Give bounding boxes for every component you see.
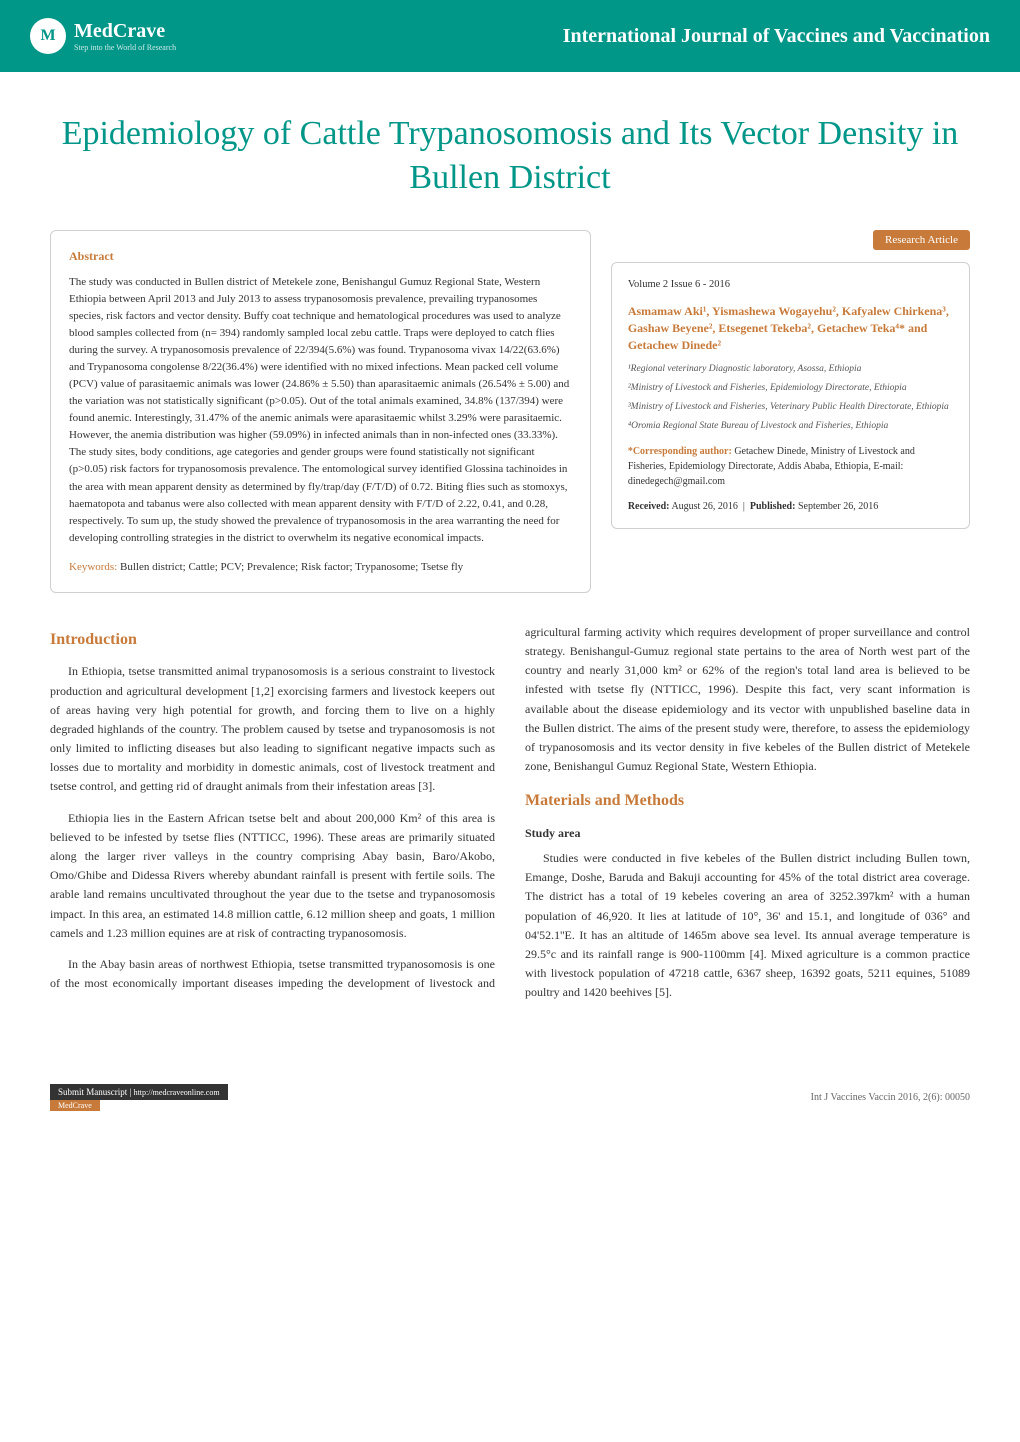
mm-subheading: Study area — [525, 824, 970, 843]
citation: Int J Vaccines Vaccin 2016, 2(6): 00050 — [811, 1092, 970, 1103]
article-title: Epidemiology of Cattle Trypanosomosis an… — [60, 112, 960, 200]
body-columns: Introduction In Ethiopia, tsetse transmi… — [50, 623, 970, 1004]
intro-p2: Ethiopia lies in the Eastern African tse… — [50, 809, 495, 943]
published-date: September 26, 2016 — [798, 501, 878, 512]
abstract-box: Abstract The study was conducted in Bull… — [50, 230, 591, 592]
affil-1: ¹Regional veterinary Diagnostic laborato… — [628, 362, 953, 376]
medcrave-logo-icon: M — [30, 18, 66, 54]
affil-4: ⁴Oromia Regional State Bureau of Livesto… — [628, 419, 953, 433]
mm-p1: Studies were conducted in five kebeles o… — [525, 849, 970, 1003]
logo-area: M MedCrave Step into the World of Resear… — [30, 18, 176, 54]
keywords-text: Bullen district; Cattle; PCV; Prevalence… — [120, 561, 463, 573]
received-date: August 26, 2016 — [671, 501, 737, 512]
medcrave-footer: MedCrave — [50, 1100, 100, 1111]
meta-box: Research Article Volume 2 Issue 6 - 2016… — [611, 230, 970, 592]
article-type-badge: Research Article — [873, 230, 970, 250]
mm-heading: Materials and Methods — [525, 788, 970, 814]
dates: Received: August 26, 2016 | Published: S… — [628, 499, 953, 514]
title-block: Epidemiology of Cattle Trypanosomosis an… — [0, 72, 1020, 230]
received-label: Received: — [628, 501, 670, 512]
info-row: Abstract The study was conducted in Bull… — [50, 230, 970, 592]
intro-heading: Introduction — [50, 627, 495, 653]
abstract-text: The study was conducted in Bullen distri… — [69, 274, 572, 547]
submit-badge[interactable]: Submit Manuscript | http://medcraveonlin… — [50, 1084, 228, 1100]
corresponding-author: *Corresponding author: Getachew Dinede, … — [628, 444, 953, 489]
logo-tagline: Step into the World of Research — [74, 43, 176, 52]
corresp-label: *Corresponding author: — [628, 446, 732, 457]
page-footer: Submit Manuscript | http://medcraveonlin… — [0, 1064, 1020, 1131]
logo-name: MedCrave — [74, 20, 176, 43]
meta-inner: Volume 2 Issue 6 - 2016 Asmamaw Aki¹, Yi… — [611, 262, 970, 528]
submit-area: Submit Manuscript | http://medcraveonlin… — [50, 1084, 228, 1111]
intro-p1: In Ethiopia, tsetse transmitted animal t… — [50, 662, 495, 796]
volume-issue: Volume 2 Issue 6 - 2016 — [628, 277, 953, 293]
author-names: Asmamaw Aki¹, Yismashewa Wogayehu², Kafy… — [628, 303, 953, 353]
affil-2: ²Ministry of Livestock and Fisheries, Ep… — [628, 381, 953, 395]
affil-3: ³Ministry of Livestock and Fisheries, Ve… — [628, 400, 953, 414]
journal-name: International Journal of Vaccines and Va… — [563, 25, 990, 48]
keywords-label: Keywords: — [69, 561, 117, 573]
journal-header: M MedCrave Step into the World of Resear… — [0, 0, 1020, 72]
keywords-block: Keywords: Bullen district; Cattle; PCV; … — [69, 559, 572, 576]
abstract-label: Abstract — [69, 247, 572, 266]
published-label: Published: — [750, 501, 796, 512]
